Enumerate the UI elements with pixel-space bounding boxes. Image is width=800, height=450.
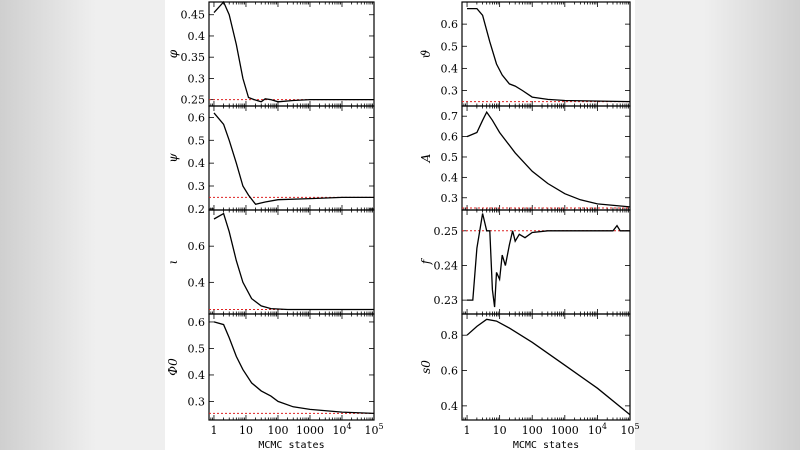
series-line-f: [467, 213, 630, 308]
y-tick-label: 0.4: [441, 171, 459, 184]
series-line-phi0: [213, 321, 375, 415]
panel-frame-theta: [461, 1, 631, 107]
x-tick-label: 1: [210, 424, 217, 437]
y-tick-label: 0.8: [441, 329, 459, 342]
x-tick-label: 100: [522, 424, 543, 437]
y-tick-label: 0.6: [441, 365, 459, 378]
y-tick-label: 0.24: [434, 259, 459, 272]
y-tick-label: 0.4: [441, 400, 459, 413]
y-tick-label: 0.6: [188, 111, 206, 124]
y-axis-label: ϑ: [419, 49, 433, 58]
panel-frame-f: [461, 209, 631, 315]
y-tick-label: 0.4: [188, 369, 206, 382]
y-tick-label: 0.5: [188, 134, 206, 147]
series-line-theta: [467, 7, 631, 103]
x-tick-label: 104: [588, 422, 607, 437]
x-axis-title: MCMC states: [258, 440, 324, 450]
y-tick-label: 0.4: [188, 30, 206, 43]
panel-psi: 0.2 0.3 0.4 0.5 0.6 ψ: [166, 105, 375, 216]
y-tick-label: 0.6: [441, 131, 459, 144]
y-axis-label: A: [419, 153, 433, 163]
x-tick-label: 1: [464, 424, 471, 437]
y-axis-label: φ: [166, 49, 180, 58]
y-tick-label: 0.23: [434, 294, 459, 307]
x-tick-label: 1000: [551, 424, 579, 437]
x-tick-label: 1000: [296, 424, 324, 437]
y-tick-label: 0.5: [441, 40, 459, 53]
series-line-phi: [213, 0, 374, 103]
x-tick-exponent: 4: [346, 422, 351, 431]
y-axis-label: f: [419, 257, 433, 265]
y-tick-label: 0.3: [441, 85, 459, 98]
series-line-A: [466, 110, 631, 208]
series-line-iota: [213, 212, 374, 311]
y-tick-label: 0.6: [441, 18, 459, 31]
y-tick-label: 0.4: [441, 62, 459, 75]
x-tick-exponent: 5: [634, 422, 639, 431]
panel-theta: 0.3 0.4 0.5 0.6 ϑ: [419, 1, 631, 107]
y-tick-label: 0.25: [181, 94, 206, 107]
y-tick-label: 0.7: [441, 110, 459, 123]
panel-frame-iota: [208, 209, 375, 315]
panel-frame-A: [461, 105, 631, 211]
x-tick-base: 10: [364, 424, 378, 437]
y-tick-label: 0.25: [434, 225, 459, 238]
x-tick-base: 10: [620, 424, 634, 437]
y-axis-label: ι: [166, 260, 180, 265]
x-tick-label: 10: [239, 424, 253, 437]
y-tick-label: 0.3: [188, 395, 206, 408]
panel-frame-phi: [208, 1, 375, 107]
y-tick-label: 0.6: [188, 240, 206, 253]
series-line-psi: [213, 112, 374, 206]
x-tick-base: 10: [332, 424, 346, 437]
x-tick-label: 100: [267, 424, 288, 437]
y-axis-label: s0: [419, 360, 433, 374]
y-tick-label: 0.3: [188, 180, 206, 193]
x-axis-title: MCMC states: [513, 440, 579, 450]
y-axis-label: Φ0: [166, 358, 180, 376]
x-tick-label: 105: [364, 422, 383, 437]
x-tick-exponent: 4: [602, 422, 607, 431]
y-tick-label: 0.5: [188, 342, 206, 355]
y-tick-label: 0.2: [188, 203, 206, 216]
panel-phi: 0.25 0.3 0.35 0.4 0.45 φ: [166, 0, 375, 107]
x-tick-exponent: 5: [378, 422, 383, 431]
y-tick-label: 0.4: [188, 157, 206, 170]
y-tick-label: 0.3: [441, 192, 459, 205]
x-tick-label: 10: [493, 424, 507, 437]
x-tick-label: 105: [620, 422, 639, 437]
panel-frame-phi0: [208, 313, 375, 421]
x-tick-base: 10: [588, 424, 602, 437]
x-tick-label: 104: [332, 422, 351, 437]
y-tick-label: 0.4: [188, 276, 206, 289]
series-line-s0: [466, 318, 631, 416]
y-tick-label: 0.35: [181, 51, 206, 64]
panel-iota: 0.4 0.6 ι: [166, 209, 375, 315]
panel-A: 0.3 0.4 0.5 0.6 0.7 A: [419, 105, 631, 211]
figure-sheet: [165, 0, 635, 450]
panel-frame-psi: [208, 105, 375, 211]
y-tick-label: 0.3: [188, 72, 206, 85]
y-tick-label: 0.5: [441, 151, 459, 164]
y-tick-label: 0.6: [188, 316, 206, 329]
panel-f: 0.23 0.24 0.25 f: [419, 209, 631, 315]
y-axis-label: ψ: [166, 153, 180, 163]
y-tick-label: 0.45: [181, 9, 206, 22]
panel-frame-s0: [461, 313, 631, 421]
